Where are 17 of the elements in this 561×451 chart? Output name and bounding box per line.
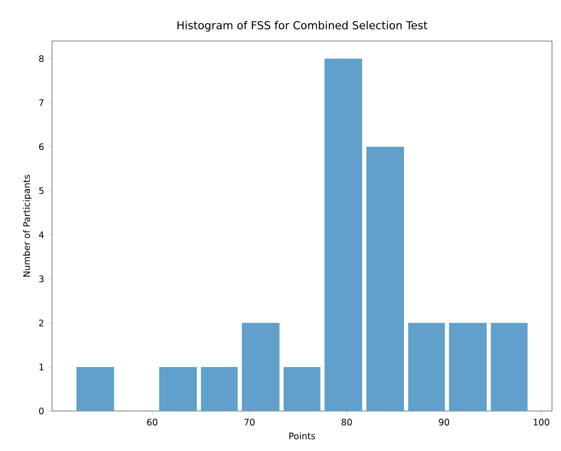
- y-tick-label: 0: [39, 408, 44, 414]
- y-tick-label: 3: [39, 275, 44, 282]
- x-tick-label: 90: [438, 418, 450, 426]
- x-tick-label: 100: [534, 418, 550, 426]
- y-tick-label: 8: [39, 55, 44, 62]
- y-tick-label: 2: [39, 320, 44, 326]
- x-tick-label: 70: [244, 418, 255, 426]
- y-axis-title: Number of Participants: [23, 174, 32, 277]
- y-tick-label: 7: [39, 99, 44, 106]
- x-tick-label: 60: [147, 418, 158, 426]
- y-tick-label: 4: [38, 232, 44, 238]
- y-tick-label: 5: [39, 187, 44, 194]
- y-tick-label: 1: [40, 364, 44, 370]
- y-tick-label: 6: [39, 143, 44, 150]
- x-tick-label: 80: [342, 418, 352, 426]
- chart-title: Histogram of FSS for Combined Selection Test: [177, 20, 428, 32]
- x-axis-title: Points: [289, 432, 316, 440]
